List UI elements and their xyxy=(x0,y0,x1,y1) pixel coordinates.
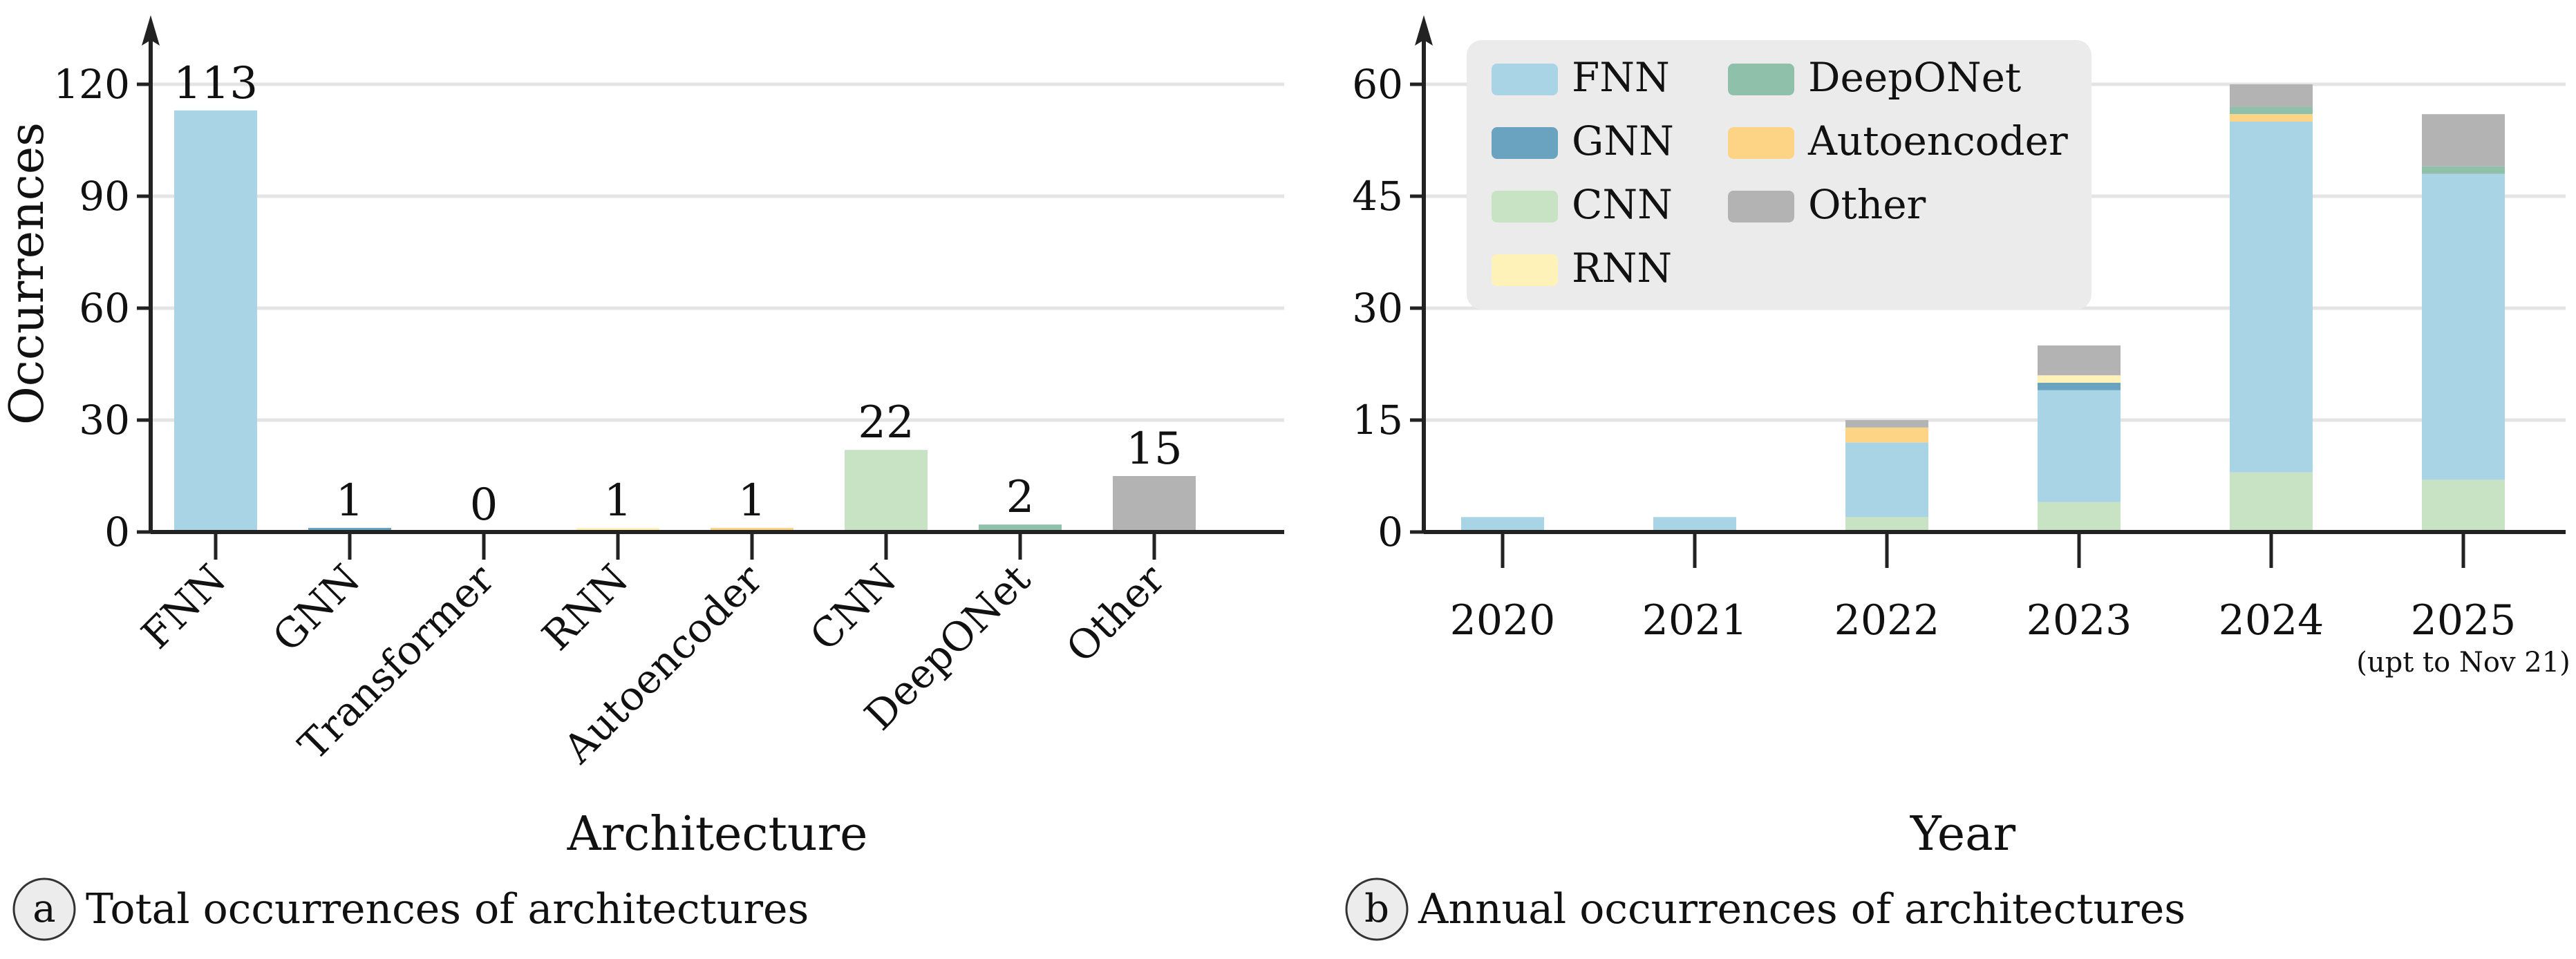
bar-cnn xyxy=(845,450,928,532)
a-axes xyxy=(142,15,1284,534)
b-panel-letter: b xyxy=(1364,886,1389,931)
a-y-tick-label: 60 xyxy=(79,285,130,332)
bar-segment-2021-fnn xyxy=(1653,517,1736,532)
bar-segment-2023-fnn xyxy=(2038,390,2121,502)
bar-segment-2023-other xyxy=(2038,345,2121,376)
a-y-tick-label: 30 xyxy=(79,397,130,444)
bar-segment-2024-cnn xyxy=(2230,472,2313,532)
bar-segment-2024-fnn xyxy=(2230,122,2313,473)
b-y-axis-arrow-icon xyxy=(1415,15,1433,46)
x-tick-label-2023: 2023 xyxy=(2027,596,2132,645)
a-y-ticks: 0 30 60 90 120 xyxy=(53,61,151,556)
a-y-axis-arrow-icon xyxy=(142,15,160,46)
data-label-rnn: 1 xyxy=(604,475,632,526)
bar-segment-2022-cnn xyxy=(1845,517,1928,532)
b-legend: FNN GNN CNN RNN DeepONet Autoencoder Other xyxy=(1467,40,2091,310)
a-y-tick-label: 0 xyxy=(104,509,130,556)
a-y-tick-label: 90 xyxy=(79,173,130,220)
bar-other xyxy=(1113,476,1196,532)
b-y-ticks: 0 15 30 45 60 xyxy=(1352,61,1424,556)
b-panel-badge xyxy=(1345,877,1409,941)
legend-swatch-other xyxy=(1728,191,1794,222)
x-tick-label-2022: 2022 xyxy=(1834,596,1940,645)
a-y-tick-label: 120 xyxy=(53,61,130,108)
x-tick-label-rnn: RNN xyxy=(533,556,637,660)
b-stacked-bars xyxy=(1461,84,2505,532)
bar-segment-2025-deeponet xyxy=(2422,166,2505,174)
bar-segment-2022-other xyxy=(1845,420,1928,428)
legend-label-autoencoder: Autoencoder xyxy=(1807,117,2068,164)
bar-segment-2025-fnn xyxy=(2422,173,2505,480)
bar-segment-2022-fnn xyxy=(1845,442,1928,518)
x-tick-label-gnn: GNN xyxy=(263,556,369,661)
bar-segment-2025-other xyxy=(2422,114,2505,167)
legend-swatch-deeponet xyxy=(1728,64,1794,95)
x-tick-label-cnn: CNN xyxy=(801,556,905,660)
legend-swatch-cnn xyxy=(1492,191,1558,222)
a-y-axis-label: Occurrences xyxy=(0,122,55,425)
legend-label-rnn: RNN xyxy=(1572,245,1672,292)
a-panel-letter: a xyxy=(32,886,55,931)
legend-label-fnn: FNN xyxy=(1572,54,1670,101)
data-label-gnn: 1 xyxy=(336,475,364,526)
x-tick-label-fnn: FNN xyxy=(133,556,235,658)
legend-swatch-gnn xyxy=(1492,127,1558,159)
panel-b-annual-occurrences-chart: 0 15 30 45 60 2020 2021 2022 2023 2024 2025(upt t… xyxy=(1345,15,2570,941)
b-y-tick-label: 60 xyxy=(1352,61,1403,108)
x-tick-label-other: Other xyxy=(1057,556,1174,672)
data-label-fnn: 113 xyxy=(173,58,258,109)
x-tick-label-2020: 2020 xyxy=(1450,596,1556,645)
bar-segment-2023-gnn xyxy=(2038,383,2121,390)
data-label-deeponet: 2 xyxy=(1006,472,1035,523)
bar-segment-2025-cnn xyxy=(2422,480,2505,532)
bar-segment-2024-other xyxy=(2230,84,2313,107)
bar-deeponet xyxy=(979,524,1062,532)
b-y-tick-label: 30 xyxy=(1352,285,1403,332)
legend-label-deeponet: DeepONet xyxy=(1808,54,2021,101)
data-label-autoencoder: 1 xyxy=(738,475,767,526)
data-label-cnn: 22 xyxy=(858,397,914,448)
b-y-tick-label: 15 xyxy=(1352,397,1403,444)
data-label-other: 15 xyxy=(1126,424,1182,475)
a-bars xyxy=(174,110,1196,533)
x-tick-label-2025: 2025 xyxy=(2411,596,2517,645)
legend-swatch-autoencoder xyxy=(1728,127,1794,159)
legend-label-other: Other xyxy=(1808,181,1926,228)
x-tick-label-2024: 2024 xyxy=(2219,596,2324,645)
bar-segment-2022-autoencoder xyxy=(1845,427,1928,443)
a-caption-text: Total occurrences of architectures xyxy=(86,885,809,933)
b-y-tick-label: 0 xyxy=(1378,509,1403,556)
a-gridlines xyxy=(151,82,1284,422)
x-tick-label-2021: 2021 xyxy=(1642,596,1748,645)
b-caption-text: Annual occurrences of architectures xyxy=(1418,885,2185,933)
a-x-axis-label: Architecture xyxy=(567,807,868,862)
bar-fnn xyxy=(174,110,257,533)
a-caption: a Total occurrences of architectures xyxy=(12,877,809,941)
legend-swatch-fnn xyxy=(1492,64,1558,95)
bar-segment-2020-fnn xyxy=(1461,517,1544,532)
bar-segment-2024-autoencoder xyxy=(2230,114,2313,122)
b-caption: b Annual occurrences of architectures xyxy=(1345,877,2185,941)
bar-segment-2024-deeponet xyxy=(2230,106,2313,115)
legend-label-gnn: GNN xyxy=(1572,117,1674,164)
legend-swatch-rnn xyxy=(1492,254,1558,286)
b-y-tick-label: 45 xyxy=(1352,173,1403,220)
a-panel-badge xyxy=(12,877,76,941)
b-legend-box xyxy=(1467,40,2091,310)
x-tick-note-2025: (upt to Nov 21) xyxy=(2356,647,2570,678)
data-label-transformer: 0 xyxy=(470,480,498,531)
b-x-axis-label: Year xyxy=(1910,807,2016,862)
bar-segment-2023-rnn xyxy=(2038,375,2121,383)
b-x-ticks: 2020 2021 2022 2023 2024 2025(upt to Nov 21) xyxy=(1450,532,2570,678)
legend-label-cnn: CNN xyxy=(1572,181,1673,228)
b-axes xyxy=(1415,15,2566,534)
bar-segment-2023-cnn xyxy=(2038,502,2121,532)
